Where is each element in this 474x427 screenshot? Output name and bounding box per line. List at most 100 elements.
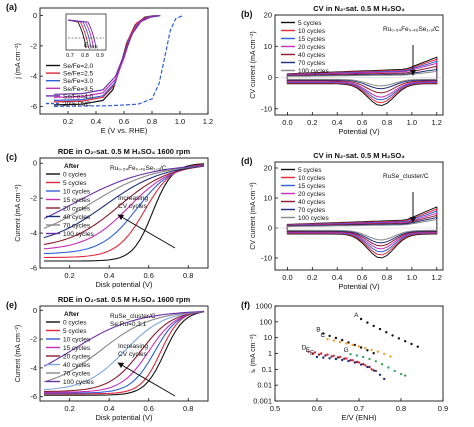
point-F: [328, 357, 331, 360]
cv-loop-15 cycles: [286, 60, 438, 101]
point-A: [404, 340, 407, 343]
point-A: [359, 317, 363, 321]
point-F: [372, 369, 375, 372]
x-tick-label: 0.4: [332, 273, 342, 282]
point-G: [399, 372, 403, 376]
x-tick-label: 1.2: [432, 118, 442, 127]
point-A: [385, 331, 388, 334]
series-tag-A: A: [354, 312, 359, 319]
y-tick-label: 0: [268, 224, 272, 233]
point-F: [366, 365, 369, 369]
point-F: [353, 361, 356, 364]
y-tick-label: -4: [30, 72, 37, 81]
series-tag-E: E: [306, 347, 311, 354]
x-tick-label: 0.6: [357, 118, 367, 127]
inset-tick-label: 0.7: [66, 53, 74, 59]
x-axis-label: Potential (V): [338, 282, 380, 291]
rde-curve-10 cycles: [44, 311, 205, 394]
point-G: [404, 374, 407, 377]
annotation-line1: Increasing: [118, 343, 148, 350]
point-A: [397, 337, 401, 340]
x-tick-label: 0.4: [332, 118, 342, 127]
legend-label: 10 cycles: [63, 337, 91, 344]
point-D: [326, 353, 329, 356]
point-B: [328, 334, 331, 338]
point-E: [349, 359, 352, 362]
x-tick-label: 0.0: [282, 273, 292, 282]
catalyst-label: Ru₀.₅₄Fe₀.₄₆Se₁.₉/C: [383, 26, 440, 33]
legend-label: 15 cycles: [298, 183, 326, 190]
point-A: [410, 342, 413, 346]
x-tick-label: 0.8: [382, 118, 392, 127]
point-G: [380, 363, 384, 366]
inset-label: EORR: [84, 43, 99, 50]
legend-label: 10 cycles: [298, 28, 326, 35]
y-tick-label: 0.001: [253, 397, 272, 406]
point-A: [416, 345, 419, 348]
point-D: [332, 354, 335, 357]
point-B: [372, 352, 375, 355]
x-axis-label: Potential (V): [338, 127, 380, 136]
cv-loop-5 cycles: [286, 56, 438, 107]
x-tick-label: 0.2: [307, 273, 317, 282]
catalyst-label: RuSe_cluster/C: [110, 313, 156, 320]
x-axis-label: Disk potential (V): [95, 413, 153, 422]
point-A: [378, 327, 382, 331]
y-tick-label: 0: [268, 73, 272, 82]
legend-label: Se/Fe=2.5: [63, 71, 94, 78]
legend-label: Se/Fe=4.0: [63, 93, 94, 100]
legend-label: 100 cycles: [63, 379, 94, 386]
inset-curve: [67, 19, 97, 49]
y-axis-label: Current (mA cm⁻²): [15, 184, 22, 241]
legend-label: 15 cycles: [63, 345, 91, 352]
point-C: [332, 339, 335, 342]
legend-label: 70 cycles: [298, 207, 326, 214]
trend-arrow: [117, 362, 176, 397]
plot-frame: [39, 157, 209, 269]
point-E: [362, 363, 365, 366]
legend-label: 100 cycles: [298, 68, 329, 75]
point-F: [383, 377, 386, 381]
point-B: [353, 343, 356, 347]
point-F: [334, 357, 338, 361]
panel-label: (f): [241, 300, 250, 310]
y-tick-label: -2: [30, 335, 37, 344]
point-D: [338, 355, 342, 359]
point-D: [307, 350, 310, 353]
rde-curve-100 cycles: [43, 311, 205, 367]
plot-frame: [274, 14, 444, 116]
point-F: [341, 358, 344, 362]
x-tick-label: 0.6: [312, 404, 322, 413]
y-axis-label: CV current (mA cm⁻²): [250, 182, 257, 249]
point-G: [374, 360, 377, 363]
chart-title: RDE in O₂-sat. 0.5 M H₂SO₄ 1600 rpm: [58, 147, 191, 156]
x-tick-label: 0.6: [119, 117, 129, 126]
point-C: [364, 346, 367, 350]
legend-label: 40 cycles: [63, 362, 91, 369]
catalyst-ratio-label: Se:Ru=0.3:1: [110, 321, 147, 328]
rde-curve-40 cycles: [43, 165, 205, 239]
x-tick-label: 0.0: [282, 118, 292, 127]
x-tick-label: 0.8: [147, 117, 157, 126]
panel-label: (e): [6, 300, 17, 310]
y-tick-label: -6: [30, 392, 37, 401]
rde-curve-70 cycles: [43, 165, 205, 229]
cv-loop-20 cycles: [286, 212, 438, 250]
legend-title: After: [64, 311, 80, 318]
point-E: [336, 356, 340, 359]
panel-label: (d): [241, 156, 253, 166]
chart-title: RDE in O₂-sat. 0.5 M H₂SO₄ 1600 rpm: [58, 295, 191, 304]
x-axis-label: E/V (ENH): [341, 413, 377, 422]
legend-title: After: [64, 163, 80, 170]
y-tick-label: 0: [33, 306, 37, 315]
y-tick-label: -6: [30, 102, 37, 111]
chart-title: CV in N₂-sat. 0.5 M H₂SO₄: [313, 151, 405, 160]
plot-frame: [39, 305, 209, 402]
point-E: [374, 369, 377, 373]
point-F: [359, 363, 363, 366]
y-tick-label: -10: [261, 104, 272, 113]
series-line-Se/Fe=4.0: [53, 15, 161, 95]
y-tick-label: 1: [268, 349, 272, 358]
point-B: [359, 346, 363, 349]
series-tag-B: B: [316, 327, 320, 334]
